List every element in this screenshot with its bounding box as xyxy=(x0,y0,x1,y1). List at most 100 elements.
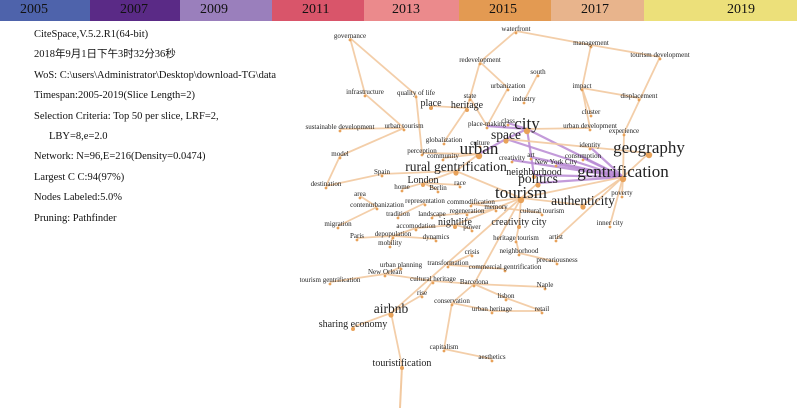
node-label-dynamics[interactable]: dynamics xyxy=(423,233,450,241)
node-consumption[interactable] xyxy=(581,158,585,162)
node-label-identity[interactable]: identity xyxy=(579,141,601,149)
node-politics[interactable] xyxy=(535,182,541,188)
node-infrastructure[interactable] xyxy=(363,94,367,98)
node-representation[interactable] xyxy=(423,203,427,207)
node-inner_city[interactable] xyxy=(608,225,612,229)
node-state[interactable] xyxy=(468,98,472,102)
node-label-waterfront[interactable]: waterfront xyxy=(501,25,530,33)
node-label-destination[interactable]: destination xyxy=(311,180,342,188)
node-label-migration[interactable]: migration xyxy=(324,220,352,228)
node-label-mobility[interactable]: mobility xyxy=(378,239,402,247)
node-label-management[interactable]: management xyxy=(573,39,609,47)
node-creativity_city[interactable] xyxy=(517,225,521,229)
node-tourism[interactable] xyxy=(517,196,525,204)
node-label-retail[interactable]: retail xyxy=(535,305,549,313)
node-label-neighborhood2[interactable]: neighborhood xyxy=(500,247,539,255)
node-paris[interactable] xyxy=(355,238,359,242)
node-label-lisbon[interactable]: lisbon xyxy=(497,292,515,300)
node-label-cluster[interactable]: cluster xyxy=(582,108,601,116)
node-label-politics[interactable]: politics xyxy=(518,171,558,186)
node-label-culture[interactable]: culture xyxy=(470,139,489,147)
node-label-sustainable_development[interactable]: sustainable development xyxy=(305,123,374,131)
node-label-capitalism[interactable]: capitalism xyxy=(430,343,459,351)
node-redevelopment[interactable] xyxy=(478,62,482,66)
node-label-quality_of_life[interactable]: quality of life xyxy=(397,89,435,97)
node-label-industry[interactable]: industry xyxy=(513,95,536,103)
node-label-gentrification[interactable]: gentrification xyxy=(577,162,669,181)
node-label-place[interactable]: place xyxy=(420,98,442,109)
node-tourism_gentrification[interactable] xyxy=(328,282,332,286)
node-precariousness[interactable] xyxy=(555,262,559,266)
node-label-urbanization[interactable]: urbanization xyxy=(491,82,526,90)
node-space[interactable] xyxy=(503,138,509,144)
node-label-tourism_development[interactable]: tourism development xyxy=(630,51,689,59)
node-label-artist[interactable]: artist xyxy=(549,233,563,241)
node-governance[interactable] xyxy=(348,38,352,42)
node-label-accomodation[interactable]: accomodation xyxy=(396,222,436,230)
node-management[interactable] xyxy=(589,45,593,49)
node-label-commercial_gentrification[interactable]: commercial gentrification xyxy=(469,263,542,271)
node-migration[interactable] xyxy=(336,226,340,230)
node-dynamics[interactable] xyxy=(434,239,438,243)
node-label-tourism[interactable]: tourism xyxy=(495,183,547,202)
node-creativity[interactable] xyxy=(510,160,514,164)
node-label-conservation[interactable]: conservation xyxy=(434,297,470,305)
node-city[interactable] xyxy=(523,127,531,135)
node-barcelona[interactable] xyxy=(472,284,476,288)
node-label-urban_tourism[interactable]: urban tourism xyxy=(384,122,424,130)
node-label-infrastructure[interactable]: infrastructure xyxy=(346,88,384,96)
node-artist[interactable] xyxy=(554,239,558,243)
node-label-naple[interactable]: Naple xyxy=(537,281,554,289)
node-quality_of_life[interactable] xyxy=(414,95,418,99)
node-label-memory[interactable]: memory xyxy=(484,203,508,211)
node-class[interactable] xyxy=(506,123,510,127)
node-label-consumption[interactable]: consumption xyxy=(565,152,602,160)
node-crisis[interactable] xyxy=(470,254,474,258)
node-label-experience[interactable]: experience xyxy=(609,127,639,135)
node-regeneration[interactable] xyxy=(465,213,469,217)
node-label-tradition[interactable]: tradition xyxy=(386,210,410,218)
node-model[interactable] xyxy=(338,156,342,160)
node-art[interactable] xyxy=(529,157,533,161)
node-label-new_york_city[interactable]: New York City xyxy=(535,158,578,166)
node-label-precariousness[interactable]: precariousness xyxy=(536,256,577,264)
node-mobility[interactable] xyxy=(388,245,392,249)
node-urban[interactable] xyxy=(475,152,483,160)
node-depopulation[interactable] xyxy=(391,236,395,240)
node-label-area[interactable]: area xyxy=(354,190,367,198)
node-urban_planning[interactable] xyxy=(399,267,403,271)
node-label-cultural_tourism[interactable]: cultural tourism xyxy=(520,207,565,215)
node-neighborhood[interactable] xyxy=(532,175,536,179)
node-area[interactable] xyxy=(358,196,362,200)
node-touristification[interactable] xyxy=(400,366,404,370)
node-retail[interactable] xyxy=(540,311,544,315)
node-contenurbanization[interactable] xyxy=(375,207,379,211)
node-neighborhood2[interactable] xyxy=(517,253,521,257)
node-label-home[interactable]: home xyxy=(394,183,410,191)
node-accomodation[interactable] xyxy=(414,228,418,232)
node-power[interactable] xyxy=(470,229,474,233)
node-commodification[interactable] xyxy=(469,204,473,208)
node-label-landscape[interactable]: landscape xyxy=(418,210,446,218)
node-sustainable_development[interactable] xyxy=(338,129,342,133)
node-label-london[interactable]: London xyxy=(407,175,438,186)
node-label-space[interactable]: space xyxy=(491,127,521,142)
node-label-representation[interactable]: representation xyxy=(405,197,445,205)
node-conservation[interactable] xyxy=(450,303,454,307)
node-identity[interactable] xyxy=(588,147,592,151)
node-label-city[interactable]: city xyxy=(514,114,540,133)
node-place_making[interactable] xyxy=(485,126,489,130)
node-culture[interactable] xyxy=(478,145,482,149)
node-label-displacement[interactable]: displacement xyxy=(621,92,658,100)
node-label-class[interactable]: class xyxy=(501,117,515,125)
node-label-perception[interactable]: perception xyxy=(407,147,437,155)
node-home[interactable] xyxy=(400,189,404,193)
node-label-south[interactable]: south xyxy=(530,68,546,76)
node-label-power[interactable]: power xyxy=(463,223,481,231)
node-label-creativity_city[interactable]: creativity city xyxy=(491,217,546,228)
node-urbanization[interactable] xyxy=(506,88,510,92)
node-label-urban_development[interactable]: urban development xyxy=(563,122,617,130)
node-community[interactable] xyxy=(441,158,445,162)
node-geography[interactable] xyxy=(645,151,653,159)
node-label-nightlife[interactable]: nightlife xyxy=(438,217,472,228)
